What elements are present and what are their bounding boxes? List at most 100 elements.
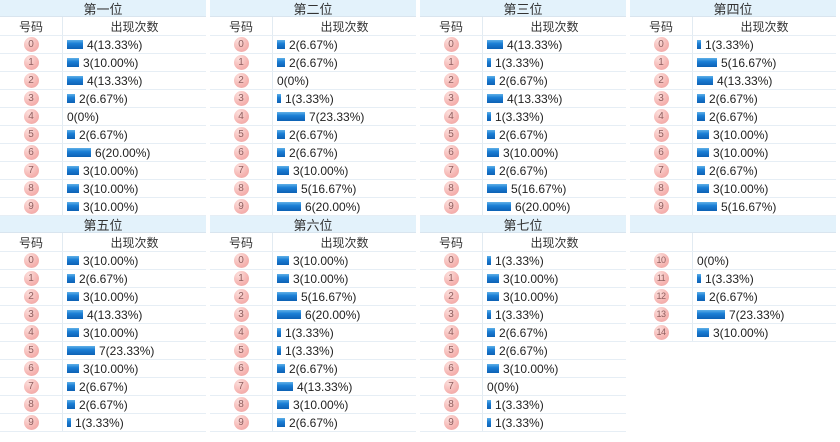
number-badge: 14 [653, 325, 669, 340]
count-bar [697, 94, 705, 103]
count-cell: 2(6.67%) [273, 144, 416, 161]
col-header-count [693, 233, 836, 251]
count-bar [67, 40, 83, 49]
table-row: 9 6(20.00%) [210, 198, 416, 216]
count-label: 2(6.67%) [709, 91, 758, 106]
count-bar [67, 148, 91, 157]
table-row: 6 2(6.67%) [210, 144, 416, 162]
count-label: 3(10.00%) [83, 55, 139, 70]
col-header-number: 号码 [210, 233, 273, 251]
table-row: 6 2(6.67%) [210, 360, 416, 378]
count-cell: 5(16.67%) [693, 198, 836, 215]
count-label: 2(6.67%) [709, 289, 758, 304]
number-cell: 9 [210, 414, 273, 431]
number-badge: 7 [23, 379, 39, 394]
number-cell: 6 [0, 360, 63, 377]
position-table: 10 0(0%) 11 1(3.33%) 12 2(6.67%) 13 7(23.33%) 14… [630, 216, 836, 342]
table-row: 5 1(3.33%) [210, 342, 416, 360]
number-cell: 1 [210, 54, 273, 71]
count-label: 0(0%) [697, 253, 730, 268]
count-label: 0(0%) [487, 379, 520, 394]
number-badge: 8 [443, 181, 459, 196]
table-row: 8 5(16.67%) [210, 180, 416, 198]
number-cell: 7 [420, 162, 483, 179]
count-bar [487, 418, 491, 427]
number-badge: 9 [443, 199, 459, 214]
number-badge: 2 [443, 73, 459, 88]
table-row: 14 3(10.00%) [630, 324, 836, 342]
table-title: 第三位 [420, 0, 626, 17]
number-cell: 6 [210, 360, 273, 377]
count-bar [487, 148, 499, 157]
count-cell: 0(0%) [63, 108, 206, 125]
count-label: 2(6.67%) [79, 91, 128, 106]
table-row: 1 2(6.67%) [210, 54, 416, 72]
count-cell: 3(10.00%) [483, 360, 626, 377]
count-label: 0(0%) [67, 109, 100, 124]
table-slot: 第三位 号码 出现次数 0 4(13.33%) 1 1(3.33%) 2 2(6.67%) 3 4(… [420, 0, 630, 216]
number-cell: 2 [0, 288, 63, 305]
count-cell: 5(16.67%) [693, 54, 836, 71]
count-label: 1(3.33%) [495, 55, 544, 70]
count-bar [277, 346, 281, 355]
count-label: 2(6.67%) [79, 397, 128, 412]
table-row: 2 4(13.33%) [630, 72, 836, 90]
number-badge: 5 [443, 127, 459, 142]
position-table: 第五位 号码 出现次数 0 3(10.00%) 1 2(6.67%) 2 3(10.00%) 3 4… [0, 216, 206, 432]
table-row: 7 4(13.33%) [210, 378, 416, 396]
count-label: 2(6.67%) [289, 37, 338, 52]
table-row: 11 1(3.33%) [630, 270, 836, 288]
table-slot: 第二位 号码 出现次数 0 2(6.67%) 1 2(6.67%) 2 0(0%) 3 1(3.33… [210, 0, 420, 216]
count-cell: 1(3.33%) [483, 396, 626, 413]
count-bar [277, 94, 281, 103]
number-cell: 9 [420, 414, 483, 431]
count-bar [487, 346, 495, 355]
table-row: 7 2(6.67%) [630, 162, 836, 180]
table-row: 6 3(10.00%) [0, 360, 206, 378]
count-cell: 2(6.67%) [693, 108, 836, 125]
count-label: 4(13.33%) [717, 73, 773, 88]
table-row: 7 0(0%) [420, 378, 626, 396]
subheader-row: 号码 出现次数 [210, 233, 416, 252]
count-bar [277, 310, 301, 319]
col-header-number: 号码 [210, 17, 273, 35]
count-cell: 2(6.67%) [63, 396, 206, 413]
count-bar [67, 382, 75, 391]
count-label: 1(3.33%) [495, 109, 544, 124]
number-badge: 6 [23, 361, 39, 376]
number-badge: 2 [23, 289, 39, 304]
table-title: 第五位 [0, 216, 206, 233]
number-cell: 9 [420, 198, 483, 215]
table-row: 1 3(10.00%) [0, 54, 206, 72]
number-badge: 8 [443, 397, 459, 412]
count-label: 3(10.00%) [83, 361, 139, 376]
table-row: 10 0(0%) [630, 252, 836, 270]
number-badge: 5 [443, 343, 459, 358]
count-label: 4(13.33%) [297, 379, 353, 394]
count-bar [697, 58, 717, 67]
number-cell: 7 [210, 378, 273, 395]
count-label: 2(6.67%) [289, 361, 338, 376]
count-cell: 7(23.33%) [273, 108, 416, 125]
count-label: 1(3.33%) [285, 325, 334, 340]
col-header-count: 出现次数 [110, 235, 159, 250]
number-badge: 5 [653, 127, 669, 142]
number-cell: 3 [0, 90, 63, 107]
number-cell: 4 [0, 324, 63, 341]
count-bar [67, 184, 79, 193]
count-cell: 2(6.67%) [273, 126, 416, 143]
count-label: 5(16.67%) [301, 181, 357, 196]
table-row: 6 3(10.00%) [630, 144, 836, 162]
number-badge: 12 [653, 289, 669, 304]
count-label: 1(3.33%) [495, 307, 544, 322]
col-header-number [630, 233, 693, 251]
table-row: 5 2(6.67%) [420, 342, 626, 360]
number-badge: 2 [653, 73, 669, 88]
count-bar [67, 346, 95, 355]
table-slot: 10 0(0%) 11 1(3.33%) 12 2(6.67%) 13 7(23.33%) 14… [630, 216, 840, 432]
count-cell: 3(10.00%) [693, 144, 836, 161]
table-row: 9 6(20.00%) [420, 198, 626, 216]
number-badge: 1 [653, 55, 669, 70]
count-label: 2(6.67%) [499, 343, 548, 358]
count-cell: 1(3.33%) [483, 252, 626, 269]
